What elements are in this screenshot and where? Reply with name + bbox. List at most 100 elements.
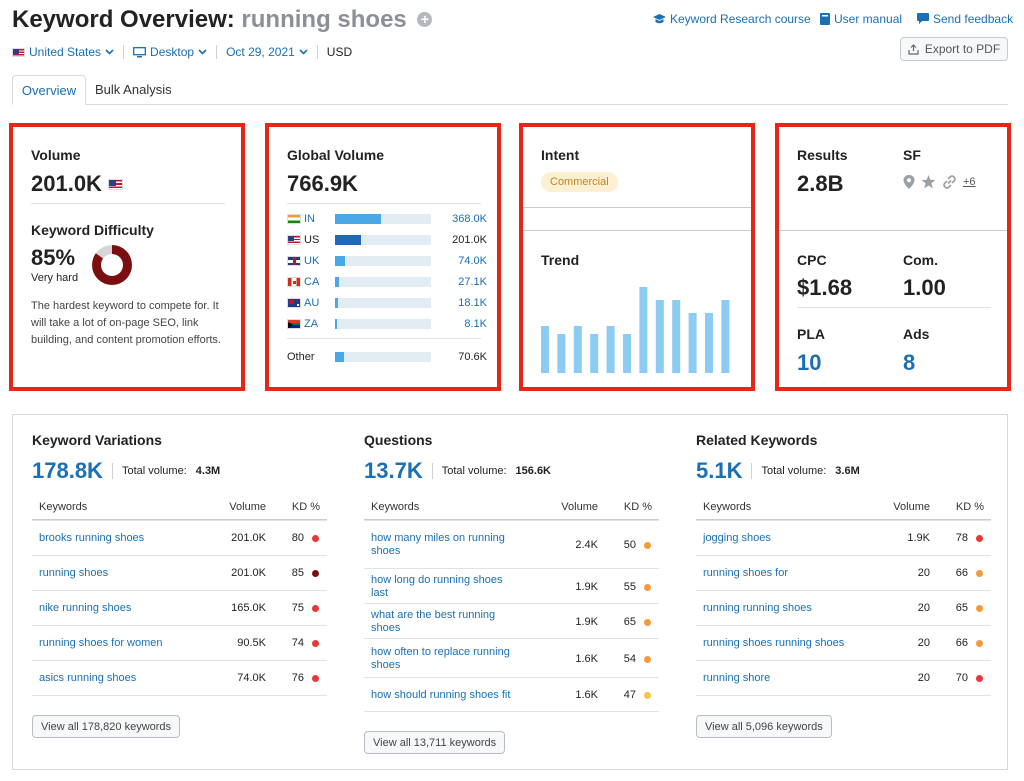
send-feedback-label[interactable]: Send feedback [933,12,1014,26]
header-volume[interactable]: Volume [893,501,930,513]
ads-label: Ads [903,326,930,342]
keyword-link[interactable]: how should running shoes fit [371,688,511,701]
book-icon [820,13,830,25]
trend-bar[interactable] [573,326,582,373]
country-select[interactable]: United States [12,45,114,59]
country-code[interactable]: ZA [304,318,319,330]
tab-overview[interactable]: Overview [12,75,86,105]
keyword-research-course-label[interactable]: Keyword Research course [670,12,811,26]
keyword-kd: 66 [955,637,968,649]
star-icon[interactable] [921,175,936,189]
country-code[interactable]: UK [304,255,320,267]
country-row-ca: CA 27.1K [287,273,487,291]
country-code[interactable]: IN [304,213,315,225]
keyword-link[interactable]: nike running shoes [39,602,132,614]
keyword-kd: 65 [955,602,968,614]
country-volume[interactable]: 368.0K [452,213,487,225]
export-pdf-button[interactable]: Export to PDF [900,37,1008,61]
trend-bar[interactable] [639,287,648,373]
card-divider [287,338,481,339]
keyword-link[interactable]: running shoes running shoes [703,637,845,649]
volume-bar-track [335,319,431,329]
trend-bar[interactable] [557,334,566,373]
total-volume-label: Total volume: [441,465,507,477]
user-manual-link[interactable]: User manual [820,12,902,26]
volume-value: 201.0K [31,171,102,196]
kd-indicator-dot [312,570,319,577]
column-count[interactable]: 13.7K [364,458,423,483]
country-volume[interactable]: 18.1K [458,297,487,309]
device-label[interactable]: Desktop [150,45,195,59]
header-volume[interactable]: Volume [229,501,266,513]
trend-bar[interactable] [623,334,631,373]
pla-value[interactable]: 10 [797,350,822,375]
keyword-research-course-link[interactable]: Keyword Research course [653,12,811,26]
view-all-keywords-button[interactable]: View all 178,820 keywords [32,715,181,738]
column-title: Related Keywords [696,432,818,448]
kd-indicator-dot [976,570,983,577]
header-kd[interactable]: KD % [291,501,320,513]
keyword-link[interactable]: running running shoes [703,602,812,614]
header-keywords[interactable]: Keywords [703,501,752,513]
column-title: Keyword Variations [32,432,162,448]
keyword-link[interactable]: how many miles on running shoes [371,532,505,557]
send-feedback-link[interactable]: Send feedback [917,12,1013,26]
view-all-keywords-button[interactable]: View all 13,711 keywords [364,731,506,754]
date-label[interactable]: Oct 29, 2021 [226,45,295,59]
country-volume[interactable]: 74.0K [458,255,487,267]
card-divider [797,307,991,308]
keyword-link[interactable]: running shoes for [703,567,788,579]
volume-bar-track [335,256,431,266]
column-count[interactable]: 5.1K [696,458,743,483]
intent-badge-label: Commercial [541,172,618,192]
header-volume[interactable]: Volume [561,501,598,513]
trend-bar[interactable] [688,313,697,373]
header-keywords[interactable]: Keywords [39,501,88,513]
country-volume[interactable]: 8.1K [464,318,487,330]
keyword-link[interactable]: how long do running shoes last [371,573,503,599]
country-code: US [304,234,320,246]
kd-indicator-dot [976,535,983,542]
header-kd[interactable]: KD % [955,501,984,513]
trend-bar[interactable] [672,300,681,373]
trend-bar[interactable] [590,334,599,373]
trend-bar[interactable] [721,300,730,373]
country-label[interactable]: United States [29,45,102,59]
global-volume-card: Global Volume 766.9K IN 368.0K US 201.0K… [265,123,501,391]
trend-bar[interactable] [606,326,615,373]
export-pdf-label[interactable]: Export to PDF [924,42,1001,56]
country-code[interactable]: CA [304,276,320,288]
user-manual-label[interactable]: User manual [834,12,903,26]
keyword-link[interactable]: brooks running shoes [39,532,145,544]
keyword-link[interactable]: what are the best running shoes [371,608,496,634]
keyword-kd: 66 [955,567,968,579]
related-keywords-column: Related Keywords 5.1K Total volume: 3.6M Key… [696,415,991,769]
view-all-keywords-button[interactable]: View all 5,096 keywords [696,715,832,738]
card-divider [523,230,751,231]
trend-bar[interactable] [705,313,713,373]
chevron-down-icon [198,49,207,55]
country-code[interactable]: AU [304,297,320,309]
ads-value[interactable]: 8 [903,350,916,375]
location-pin-icon[interactable] [903,175,915,189]
kd-description: The hardest keyword to compete for. It w… [31,300,221,346]
keyword-link[interactable]: asics running shoes [39,672,137,684]
device-select[interactable]: Desktop [133,45,207,59]
add-keyword-icon[interactable]: + [417,12,433,27]
keyword-link[interactable]: running shoes [39,567,109,579]
trend-bar[interactable] [541,326,549,373]
header-kd[interactable]: KD % [623,501,652,513]
keyword-link[interactable]: running shoes for women [39,637,163,649]
date-select[interactable]: Oct 29, 2021 [226,45,308,59]
keyword-link[interactable]: how often to replace running shoes [371,645,510,671]
country-volume[interactable]: 27.1K [458,276,487,288]
kd-indicator-dot [312,535,319,542]
header-keywords[interactable]: Keywords [371,501,420,513]
sf-more[interactable]: +6 [963,176,976,188]
keyword-link[interactable]: running shore [703,672,771,684]
column-count[interactable]: 178.8K [32,458,103,483]
tab-bulk-analysis[interactable]: Bulk Analysis [95,82,172,97]
trend-bar[interactable] [655,300,664,373]
keyword-link[interactable]: jogging shoes [703,532,771,544]
link-icon[interactable] [942,175,957,189]
